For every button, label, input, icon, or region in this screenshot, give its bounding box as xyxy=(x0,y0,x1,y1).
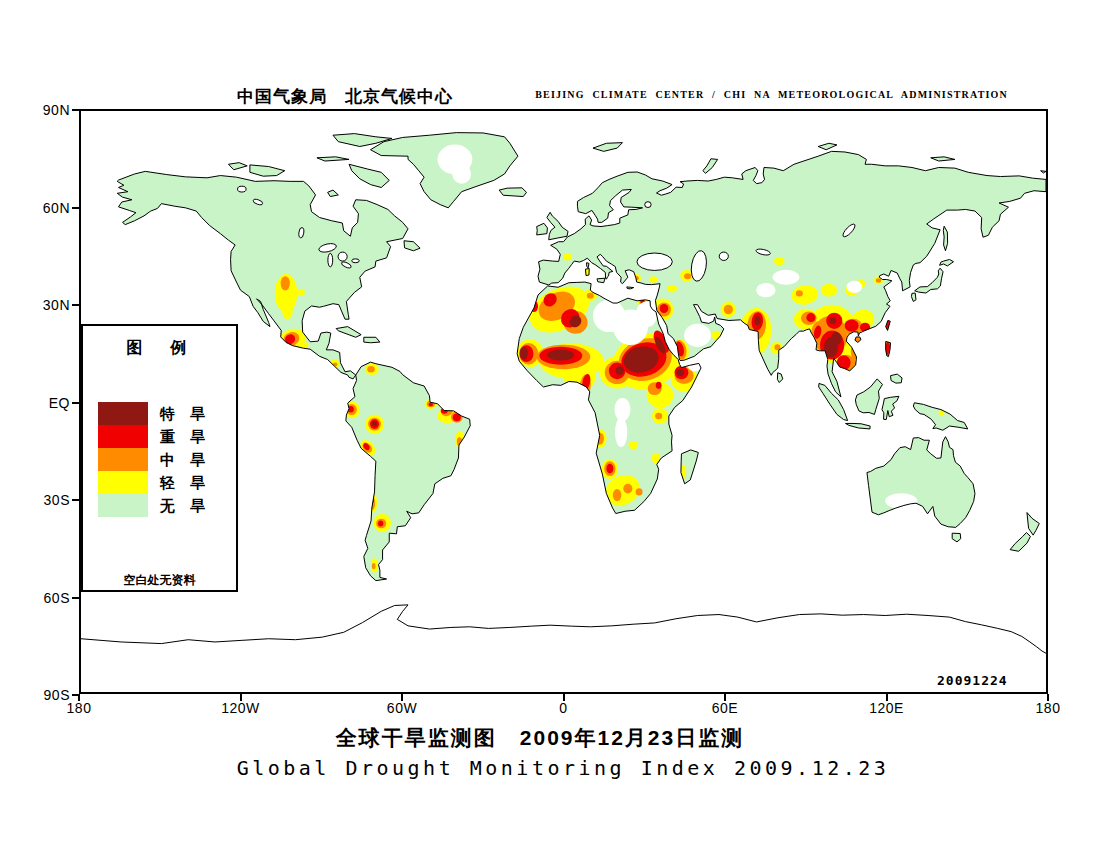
x-axis-tick xyxy=(886,694,888,701)
legend-swatch xyxy=(98,494,148,517)
y-axis-tick xyxy=(72,402,79,404)
y-axis-tick xyxy=(72,597,79,599)
x-axis-label: 60E xyxy=(690,700,760,716)
x-axis-label: 0 xyxy=(529,700,599,716)
date-stamp: 20091224 xyxy=(937,673,1008,688)
legend-item: 无 旱 xyxy=(83,494,236,517)
x-axis-tick xyxy=(1047,694,1049,701)
x-axis-label: 180 xyxy=(44,700,114,716)
legend-swatch xyxy=(98,471,148,494)
header-right: BEIJING CLIMATE CENTER / CHI NA METEOROL… xyxy=(535,89,1008,100)
y-axis-label: 60S xyxy=(20,590,70,606)
x-axis-tick xyxy=(563,694,565,701)
x-axis-label: 120E xyxy=(852,700,922,716)
y-axis-label: 90N xyxy=(20,102,70,118)
x-axis-tick xyxy=(401,694,403,701)
x-axis-label: 60W xyxy=(367,700,437,716)
title-chinese: 全球干旱监测图 2009年12月23日监测 xyxy=(0,724,1080,752)
drought-map-page: 中国气象局 北京气候中心 BEIJING CLIMATE CENTER / CH… xyxy=(0,0,1100,850)
y-axis-label: 30N xyxy=(20,297,70,313)
x-axis-label: 180 xyxy=(1013,700,1083,716)
y-axis-label: EQ xyxy=(20,395,70,411)
legend-item-label: 中 旱 xyxy=(160,448,205,471)
x-axis-tick xyxy=(724,694,726,701)
y-axis-label: 30S xyxy=(20,492,70,508)
x-axis-label: 120W xyxy=(206,700,276,716)
legend-item-label: 轻 旱 xyxy=(160,471,205,494)
legend-item-label: 重 旱 xyxy=(160,425,205,448)
legend-item: 中 旱 xyxy=(83,448,236,471)
legend-item-label: 特 旱 xyxy=(160,402,205,425)
legend-item: 轻 旱 xyxy=(83,471,236,494)
x-axis-tick xyxy=(78,694,80,701)
y-axis-tick xyxy=(72,109,79,111)
title-english: Global Drought Monitoring Index 2009.12.… xyxy=(0,756,1100,780)
legend-note: 空白处无资料 xyxy=(83,572,236,589)
legend-swatch xyxy=(98,402,148,425)
legend: 图 例 特 旱重 旱中 旱轻 旱无 旱 空白处无资料 xyxy=(81,324,238,592)
y-axis-tick xyxy=(72,304,79,306)
y-axis-label: 60N xyxy=(20,200,70,216)
legend-swatch xyxy=(98,425,148,448)
legend-item-label: 无 旱 xyxy=(160,494,205,517)
y-axis-tick xyxy=(72,207,79,209)
legend-swatch xyxy=(98,448,148,471)
y-axis-tick xyxy=(72,499,79,501)
x-axis-tick xyxy=(240,694,242,701)
legend-item: 重 旱 xyxy=(83,425,236,448)
legend-title: 图 例 xyxy=(83,338,236,359)
legend-item: 特 旱 xyxy=(83,402,236,425)
